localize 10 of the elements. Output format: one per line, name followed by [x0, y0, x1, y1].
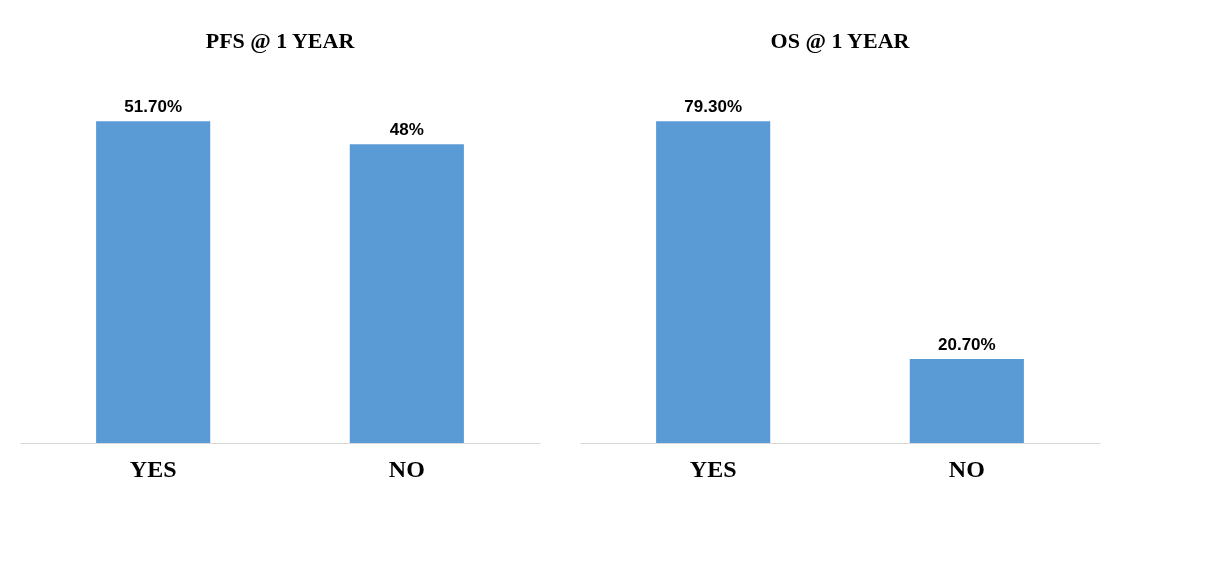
- data-label: 79.30%: [684, 97, 743, 117]
- x-tick-label: YES: [129, 455, 177, 482]
- x-tick-label: NO: [388, 455, 425, 482]
- x-tick-label: YES: [689, 455, 737, 482]
- chart-title: OS @ 1 YEAR: [770, 28, 911, 53]
- data-label: 20.70%: [937, 335, 996, 355]
- x-tick-label: NO: [948, 455, 985, 482]
- data-label: 48%: [389, 120, 424, 140]
- data-label: 51.70%: [124, 97, 183, 117]
- chart-title: PFS @ 1 YEAR: [205, 28, 356, 53]
